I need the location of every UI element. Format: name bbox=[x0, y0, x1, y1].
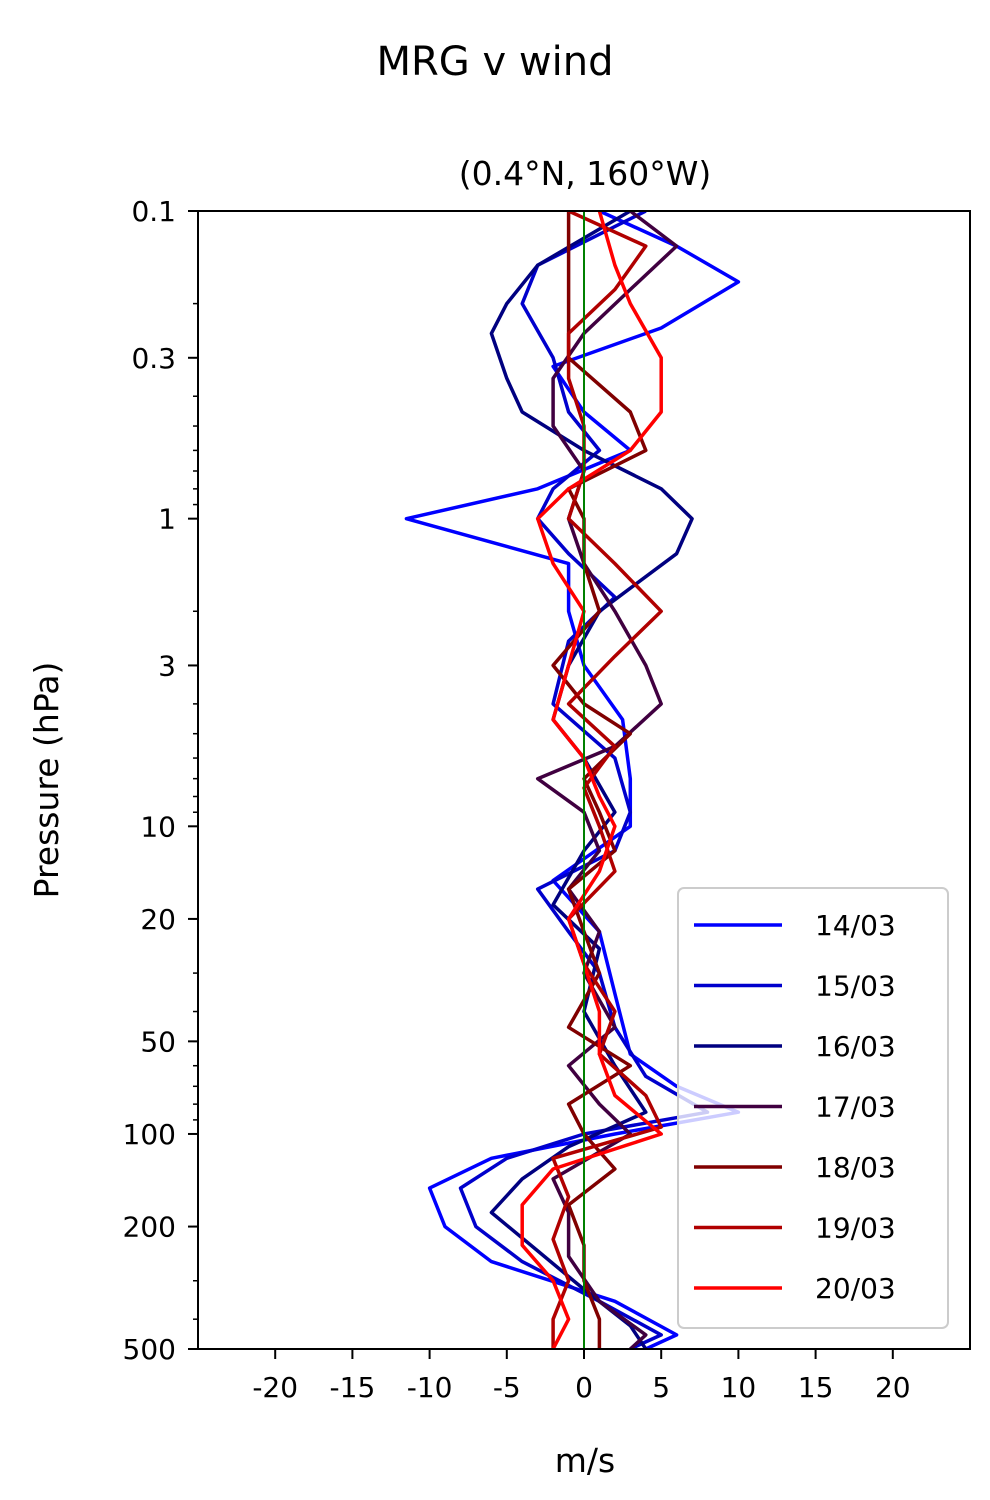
legend-label-15-03: 15/03 bbox=[815, 970, 896, 1003]
y-tick-label: 10 bbox=[140, 810, 176, 843]
series-layer bbox=[404, 211, 741, 1349]
x-tick-label: 0 bbox=[575, 1371, 593, 1404]
legend-label-19-03: 19/03 bbox=[815, 1212, 896, 1245]
x-tick-label: 5 bbox=[652, 1371, 670, 1404]
x-tick-label: -20 bbox=[252, 1371, 298, 1404]
series-line-20-03 bbox=[520, 211, 663, 1349]
chart-title: (0.4°N, 160°W) bbox=[459, 154, 712, 193]
y-tick-label: 0.1 bbox=[131, 195, 176, 228]
chart-suptitle: MRG v wind bbox=[377, 39, 614, 85]
legend-label-14-03: 14/03 bbox=[815, 909, 896, 942]
legend-label-17-03: 17/03 bbox=[815, 1091, 896, 1124]
y-axis-label: Pressure (hPa) bbox=[27, 662, 66, 899]
y-tick-label: 1 bbox=[158, 503, 176, 536]
legend: 14/03 15/03 16/03 17/03 18/03 19/03 20/03 bbox=[677, 887, 949, 1329]
x-tick-label: -15 bbox=[330, 1371, 376, 1404]
x-axis: -20 -15 -10 -5 0 5 10 15 20 bbox=[252, 1349, 911, 1404]
x-axis-label: m/s bbox=[555, 1441, 615, 1480]
x-tick-label: 20 bbox=[875, 1371, 911, 1404]
y-tick-label: 3 bbox=[158, 649, 176, 682]
y-axis: 0.1 0.3 1 3 10 20 50 100 200 500 bbox=[123, 195, 198, 1366]
x-tick-label: -10 bbox=[407, 1371, 453, 1404]
y-tick-label: 0.3 bbox=[131, 342, 176, 375]
x-tick-label: 10 bbox=[721, 1371, 757, 1404]
series-line-16-03 bbox=[489, 211, 694, 1349]
legend-label-18-03: 18/03 bbox=[815, 1151, 896, 1184]
y-tick-label: 20 bbox=[140, 903, 176, 936]
x-tick-label: -5 bbox=[493, 1371, 521, 1404]
y-tick-label: 500 bbox=[123, 1333, 176, 1366]
legend-box bbox=[677, 887, 949, 1329]
x-tick-label: 15 bbox=[798, 1371, 834, 1404]
y-tick-label: 50 bbox=[140, 1025, 176, 1058]
y-tick-label: 200 bbox=[123, 1211, 176, 1244]
legend-label-20-03: 20/03 bbox=[815, 1272, 896, 1305]
series-line-19-03 bbox=[551, 211, 663, 1349]
legend-label-16-03: 16/03 bbox=[815, 1030, 896, 1063]
y-tick-label: 100 bbox=[123, 1118, 176, 1151]
